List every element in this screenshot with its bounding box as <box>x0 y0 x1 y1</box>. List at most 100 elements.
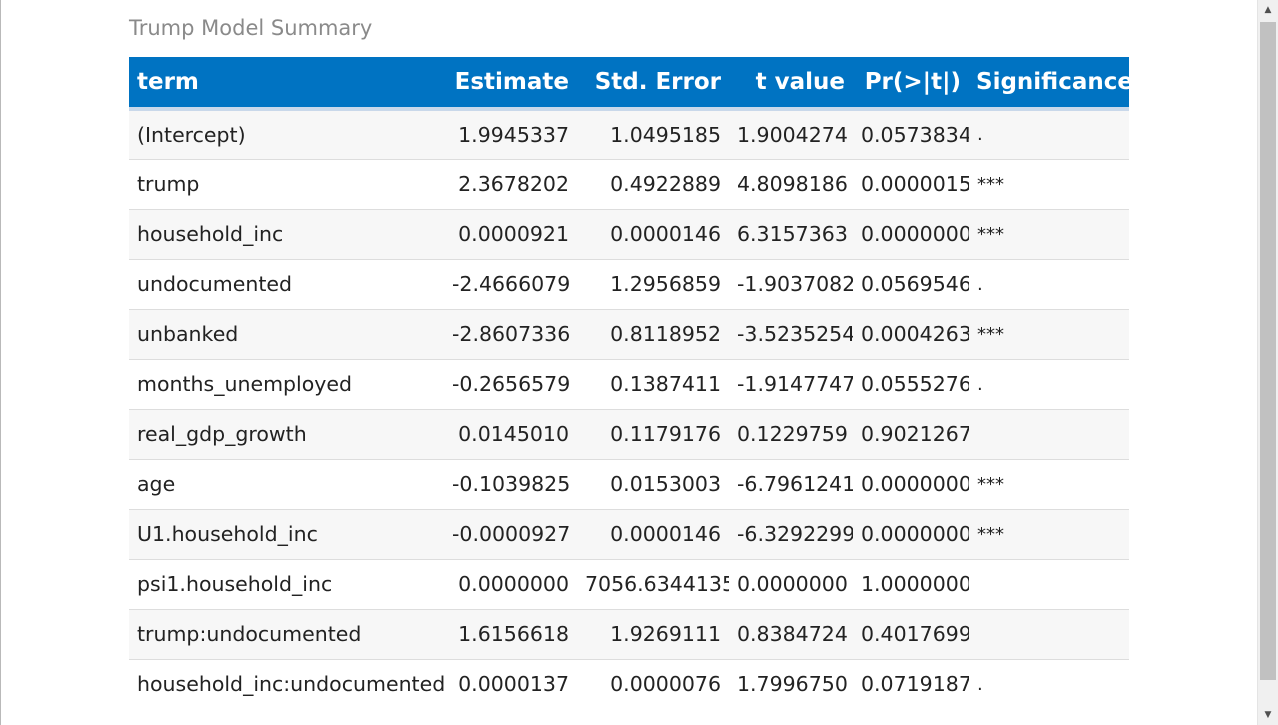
cell-estimate: 0.0145010 <box>444 409 577 460</box>
header-t-value: t value <box>729 57 853 111</box>
cell-term: real_gdp_growth <box>129 409 444 460</box>
header-estimate: Estimate <box>444 57 577 111</box>
cell-significance: . <box>969 659 1129 709</box>
cell-significance: *** <box>969 459 1129 510</box>
header-std-error: Std. Error <box>577 57 729 111</box>
cell-p-value: 0.0569546 <box>853 259 969 310</box>
cell-estimate: -2.8607336 <box>444 309 577 360</box>
cell-t-value: 0.1229759 <box>729 409 853 460</box>
cell-term: trump:undocumented <box>129 609 444 660</box>
table-row: household_inc:undocumented 0.0000137 0.000… <box>129 659 1129 709</box>
cell-significance: . <box>969 359 1129 410</box>
cell-estimate: -0.2656579 <box>444 359 577 410</box>
cell-std-error: 0.1179176 <box>577 409 729 460</box>
cell-p-value: 0.0004263 <box>853 309 969 360</box>
cell-t-value: 0.0000000 <box>729 559 853 610</box>
header-row: term Estimate Std. Error t value Pr(>|t|… <box>129 57 1133 111</box>
cell-p-value: 0.9021267 <box>853 409 969 460</box>
cell-t-value: -3.5235254 <box>729 309 853 360</box>
left-border <box>0 0 1 725</box>
table-body: (Intercept) 1.9945337 1.0495185 1.9004274 0.… <box>129 109 1129 709</box>
cell-t-value: 6.3157363 <box>729 209 853 260</box>
cell-std-error: 1.9269111 <box>577 609 729 660</box>
cell-term: household_inc <box>129 209 444 260</box>
table-row: age -0.1039825 0.0153003 -6.7961241 0.000000… <box>129 459 1129 510</box>
cell-significance: *** <box>969 209 1129 260</box>
cell-t-value: 4.8098186 <box>729 159 853 210</box>
table-row: months_unemployed -0.2656579 0.1387411 -1.9… <box>129 359 1129 410</box>
cell-std-error: 0.8118952 <box>577 309 729 360</box>
cell-p-value: 0.0719187 <box>853 659 969 709</box>
cell-p-value: 0.0555276 <box>853 359 969 410</box>
cell-t-value: -1.9037082 <box>729 259 853 310</box>
cell-std-error: 1.2956859 <box>577 259 729 310</box>
cell-estimate: 1.6156618 <box>444 609 577 660</box>
table-row: (Intercept) 1.9945337 1.0495185 1.9004274 0.… <box>129 109 1129 160</box>
cell-std-error: 7056.6344135 <box>577 559 729 610</box>
cell-std-error: 1.0495185 <box>577 109 729 160</box>
cell-term: U1.household_inc <box>129 509 444 560</box>
vertical-scrollbar[interactable]: ▲ ▼ <box>1257 0 1278 725</box>
scroll-down-button[interactable]: ▼ <box>1258 705 1278 725</box>
cell-term: months_unemployed <box>129 359 444 410</box>
cell-t-value: 1.9004274 <box>729 109 853 160</box>
cell-p-value: 0.0000000 <box>853 459 969 510</box>
cell-std-error: 0.0153003 <box>577 459 729 510</box>
table-row: undocumented -2.4666079 1.2956859 -1.903708… <box>129 259 1129 310</box>
table-row: psi1.household_inc 0.0000000 7056.6344135 0… <box>129 559 1129 610</box>
cell-significance: *** <box>969 309 1129 360</box>
table-row: real_gdp_growth 0.0145010 0.1179176 0.12297… <box>129 409 1129 460</box>
cell-t-value: -6.7961241 <box>729 459 853 510</box>
table-caption: Trump Model Summary <box>129 16 373 40</box>
cell-p-value: 1.0000000 <box>853 559 969 610</box>
header-significance: Significance <box>969 57 1133 111</box>
cell-significance: *** <box>969 159 1129 210</box>
cell-p-value: 0.0000000 <box>853 509 969 560</box>
cell-t-value: 1.7996750 <box>729 659 853 709</box>
chevron-up-icon: ▲ <box>1264 5 1272 15</box>
cell-significance <box>969 409 1129 460</box>
cell-std-error: 0.0000146 <box>577 209 729 260</box>
cell-term: (Intercept) <box>129 109 444 160</box>
scroll-up-button[interactable]: ▲ <box>1258 0 1278 20</box>
cell-estimate: -0.0000927 <box>444 509 577 560</box>
cell-estimate: -0.1039825 <box>444 459 577 510</box>
cell-estimate: -2.4666079 <box>444 259 577 310</box>
model-summary-table: term Estimate Std. Error t value Pr(>|t|… <box>129 57 1133 709</box>
cell-estimate: 0.0000921 <box>444 209 577 260</box>
cell-term: age <box>129 459 444 510</box>
header-p-value: Pr(>|t|) <box>853 57 969 111</box>
cell-p-value: 0.0573834 <box>853 109 969 160</box>
cell-significance: . <box>969 109 1129 160</box>
cell-std-error: 0.1387411 <box>577 359 729 410</box>
header-term: term <box>129 57 444 111</box>
cell-std-error: 0.0000076 <box>577 659 729 709</box>
cell-p-value: 0.0000015 <box>853 159 969 210</box>
table-row: U1.household_inc -0.0000927 0.0000146 -6.32… <box>129 509 1129 560</box>
cell-term: trump <box>129 159 444 210</box>
cell-p-value: 0.0000000 <box>853 209 969 260</box>
cell-t-value: -6.3292299 <box>729 509 853 560</box>
cell-significance <box>969 609 1129 660</box>
cell-t-value: -1.9147747 <box>729 359 853 410</box>
cell-significance: . <box>969 259 1129 310</box>
scroll-thumb[interactable] <box>1260 22 1276 680</box>
table-row: trump:undocumented 1.6156618 1.9269111 0.83… <box>129 609 1129 660</box>
cell-significance <box>969 559 1129 610</box>
table-header: term Estimate Std. Error t value Pr(>|t|… <box>129 57 1133 111</box>
cell-significance: *** <box>969 509 1129 560</box>
cell-term: unbanked <box>129 309 444 360</box>
cell-estimate: 0.0000000 <box>444 559 577 610</box>
cell-term: household_inc:undocumented <box>129 659 444 709</box>
chevron-down-icon: ▼ <box>1264 710 1272 720</box>
table-row: unbanked -2.8607336 0.8118952 -3.5235254 0.0… <box>129 309 1129 360</box>
cell-estimate: 0.0000137 <box>444 659 577 709</box>
cell-t-value: 0.8384724 <box>729 609 853 660</box>
table-row: trump 2.3678202 0.4922889 4.8098186 0.000001… <box>129 159 1129 210</box>
content-area: Trump Model Summary term Estimate Std. E… <box>129 0 1133 709</box>
cell-std-error: 0.4922889 <box>577 159 729 210</box>
cell-term: psi1.household_inc <box>129 559 444 610</box>
cell-estimate: 2.3678202 <box>444 159 577 210</box>
cell-p-value: 0.4017699 <box>853 609 969 660</box>
